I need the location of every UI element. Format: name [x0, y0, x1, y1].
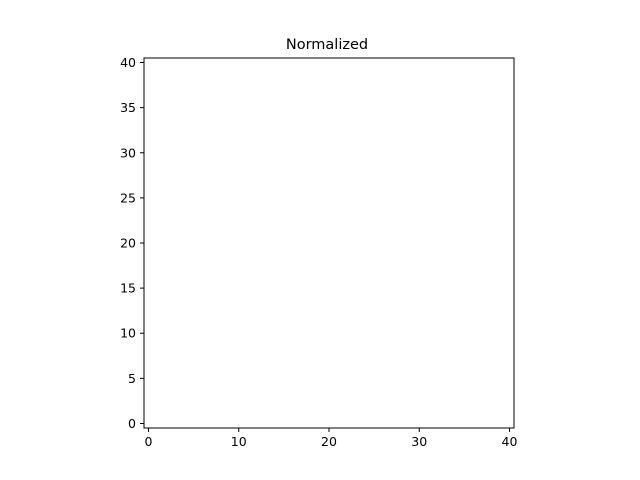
y-tick-label: 30: [120, 145, 136, 160]
x-axis: 0 10 20 30 40: [145, 428, 518, 449]
x-tick-label: 20: [321, 434, 337, 449]
y-axis: 0 5 10 15 20 25 30 35 40: [120, 55, 144, 431]
x-tick-label: 30: [411, 434, 427, 449]
y-tick-label: 10: [120, 326, 136, 341]
chart-title: Normalized: [286, 37, 368, 53]
y-tick-label: 15: [120, 281, 136, 296]
y-tick-label: 0: [128, 416, 136, 431]
y-tick-label: 40: [120, 55, 136, 70]
y-tick-label: 5: [128, 371, 136, 386]
y-tick-label: 35: [120, 100, 136, 115]
plot-frame: [143, 57, 515, 429]
y-tick-label: 25: [120, 190, 136, 205]
x-tick-label: 40: [502, 434, 518, 449]
x-tick-label: 10: [231, 434, 247, 449]
x-tick-label: 0: [145, 434, 153, 449]
y-tick-label: 20: [120, 236, 136, 251]
